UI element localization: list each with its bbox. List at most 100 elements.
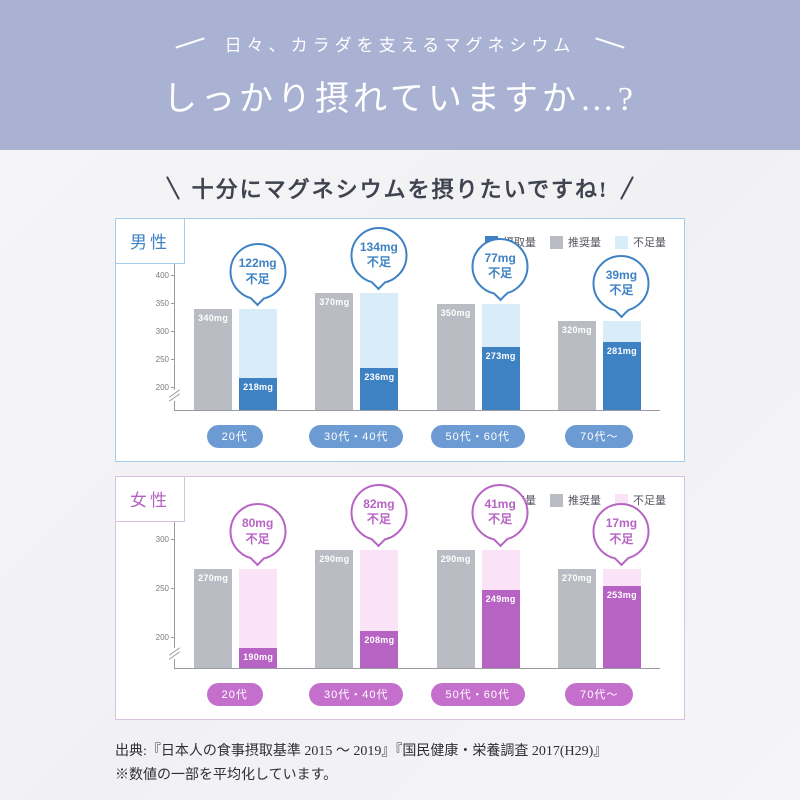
deficit-bar-segment bbox=[360, 292, 399, 368]
recommended-value-label: 290mg bbox=[319, 553, 350, 564]
source-note: 出典:『日本人の食事摂取基準 2015 〜 2019』『国民健康・栄養調査 20… bbox=[115, 740, 800, 788]
plot-area: (mg)200250300270mg190mg80mg不足290mg208mg8… bbox=[154, 483, 660, 669]
deficit-bar-segment bbox=[481, 303, 520, 347]
legend-swatch-icon bbox=[550, 235, 563, 249]
deficit-bubble: 17mg 不足 bbox=[592, 503, 650, 561]
deficit-bar-segment bbox=[239, 569, 278, 649]
deficit-amount: 80mg bbox=[241, 516, 274, 531]
category-cell: 30代・40代 bbox=[296, 683, 418, 706]
intake-bar-segment: 218mg bbox=[239, 377, 278, 410]
deficit-bubble: 134mg 不足 bbox=[350, 226, 408, 284]
y-axis-tick-label: 300 bbox=[155, 326, 169, 336]
category-row: 20代 30代・40代 50代・60代 70代〜 bbox=[174, 425, 660, 448]
deficit-amount: 17mg bbox=[605, 516, 638, 531]
legend-item: 推奨量 bbox=[550, 492, 601, 508]
legend-item: 不足量 bbox=[615, 234, 666, 250]
slash-right-icon bbox=[620, 176, 635, 200]
deficit-bubble: 41mg 不足 bbox=[471, 483, 529, 541]
subtitle: 十分にマグネシウムを摂りたいですね! bbox=[191, 177, 609, 202]
category-cell: 30代・40代 bbox=[296, 425, 418, 448]
deficit-suffix: 不足 bbox=[609, 283, 634, 298]
recommended-bar: 350mg bbox=[436, 303, 475, 410]
y-axis-tick-label: 350 bbox=[155, 298, 169, 308]
category-cell: 70代〜 bbox=[539, 425, 661, 448]
y-axis-tick-mark bbox=[171, 588, 175, 590]
women-chart-card: 女性摂取量推奨量不足量(mg)200250300270mg190mg80mg不足… bbox=[115, 476, 685, 720]
y-axis-tick-mark bbox=[171, 637, 175, 639]
recommended-bar: 340mg bbox=[194, 309, 233, 410]
deficit-bar-segment bbox=[602, 569, 641, 587]
legend-label: 不足量 bbox=[633, 237, 666, 249]
deficit-suffix: 不足 bbox=[245, 271, 270, 286]
deficit-amount: 134mg bbox=[359, 239, 398, 254]
bar-group: 350mg 273mg 77mg 不足 bbox=[418, 237, 539, 410]
category-cell: 20代 bbox=[174, 683, 296, 706]
category-pill: 50代・60代 bbox=[430, 683, 525, 706]
intake-bar-segment: 281mg bbox=[602, 342, 641, 410]
recommended-value-label: 270mg bbox=[561, 573, 592, 584]
deficit-bubble: 77mg 不足 bbox=[471, 237, 529, 295]
intake-deficit-bar: 190mg bbox=[239, 569, 278, 668]
banner-subtitle-row: 日々、カラダを支えるマグネシウム bbox=[175, 31, 626, 56]
category-row: 20代 30代・40代 50代・60代 70代〜 bbox=[174, 683, 660, 706]
category-cell: 50代・60代 bbox=[417, 683, 539, 706]
y-axis-tick-mark bbox=[171, 330, 175, 332]
deficit-bar-segment bbox=[481, 549, 520, 591]
category-pill: 70代〜 bbox=[565, 683, 634, 706]
deficit-bubble: 122mg 不足 bbox=[229, 243, 287, 301]
recommended-value-label: 320mg bbox=[561, 324, 592, 335]
deficit-bubble: 82mg 不足 bbox=[350, 483, 408, 541]
deficit-suffix: 不足 bbox=[609, 531, 634, 546]
recommended-bar: 370mg bbox=[315, 292, 354, 410]
intake-bar-segment: 253mg bbox=[602, 586, 641, 668]
recommended-bar: 290mg bbox=[315, 549, 354, 668]
legend-swatch-icon bbox=[615, 235, 628, 249]
recommended-bar: 290mg bbox=[436, 549, 475, 668]
category-cell: 20代 bbox=[174, 425, 296, 448]
intake-deficit-bar: 236mg bbox=[360, 292, 399, 410]
intake-bar-segment: 208mg bbox=[360, 630, 399, 668]
chart-gender-label: 男性 bbox=[116, 219, 185, 264]
deficit-bar-segment bbox=[360, 549, 399, 631]
intake-bar-segment: 190mg bbox=[239, 648, 278, 668]
recommended-bar: 270mg bbox=[557, 569, 596, 668]
y-axis-tick-mark bbox=[171, 358, 175, 360]
decorative-line-left-icon bbox=[175, 37, 205, 49]
legend-swatch-icon bbox=[550, 493, 563, 507]
intake-deficit-bar: 253mg bbox=[602, 569, 641, 668]
axis-break-icon bbox=[168, 389, 181, 402]
header-banner: 日々、カラダを支えるマグネシウム しっかり摂れていますか…? bbox=[0, 0, 800, 150]
category-pill: 50代・60代 bbox=[430, 425, 525, 448]
recommended-value-label: 270mg bbox=[198, 573, 229, 584]
slash-left-icon bbox=[165, 176, 180, 200]
y-axis-tick-mark bbox=[171, 302, 175, 304]
intake-deficit-bar: 218mg bbox=[239, 309, 278, 410]
subtitle-row: 十分にマグネシウムを摂りたいですね! bbox=[0, 172, 800, 204]
decorative-line-right-icon bbox=[595, 37, 625, 49]
recommended-value-label: 340mg bbox=[198, 313, 229, 324]
intake-bar-segment: 273mg bbox=[481, 346, 520, 410]
deficit-amount: 77mg bbox=[484, 250, 516, 265]
main-title: しっかり摂れていますか…? bbox=[162, 80, 638, 118]
recommended-bar: 270mg bbox=[194, 569, 233, 668]
intake-value-label: 249mg bbox=[485, 594, 516, 605]
bar-group: 270mg 253mg 17mg 不足 bbox=[539, 503, 660, 668]
banner-subtitle: 日々、カラダを支えるマグネシウム bbox=[224, 35, 576, 55]
bar-group: 340mg 218mg 122mg 不足 bbox=[175, 243, 296, 410]
y-axis-tick-label: 300 bbox=[155, 534, 169, 544]
category-pill: 70代〜 bbox=[565, 425, 634, 448]
intake-deficit-bar: 273mg bbox=[481, 303, 520, 410]
deficit-amount: 39mg bbox=[605, 267, 638, 282]
bar-group: 320mg 281mg 39mg 不足 bbox=[539, 254, 660, 410]
intake-bar-segment: 236mg bbox=[360, 367, 399, 410]
intake-value-label: 236mg bbox=[364, 371, 395, 382]
y-axis-tick-label: 250 bbox=[155, 584, 169, 594]
legend-label: 推奨量 bbox=[568, 237, 601, 249]
category-pill: 20代 bbox=[206, 425, 263, 448]
intake-value-label: 273mg bbox=[485, 350, 516, 361]
recommended-value-label: 370mg bbox=[319, 296, 350, 307]
category-pill: 30代・40代 bbox=[309, 683, 404, 706]
intake-value-label: 208mg bbox=[364, 634, 395, 645]
intake-deficit-bar: 249mg bbox=[481, 549, 520, 668]
